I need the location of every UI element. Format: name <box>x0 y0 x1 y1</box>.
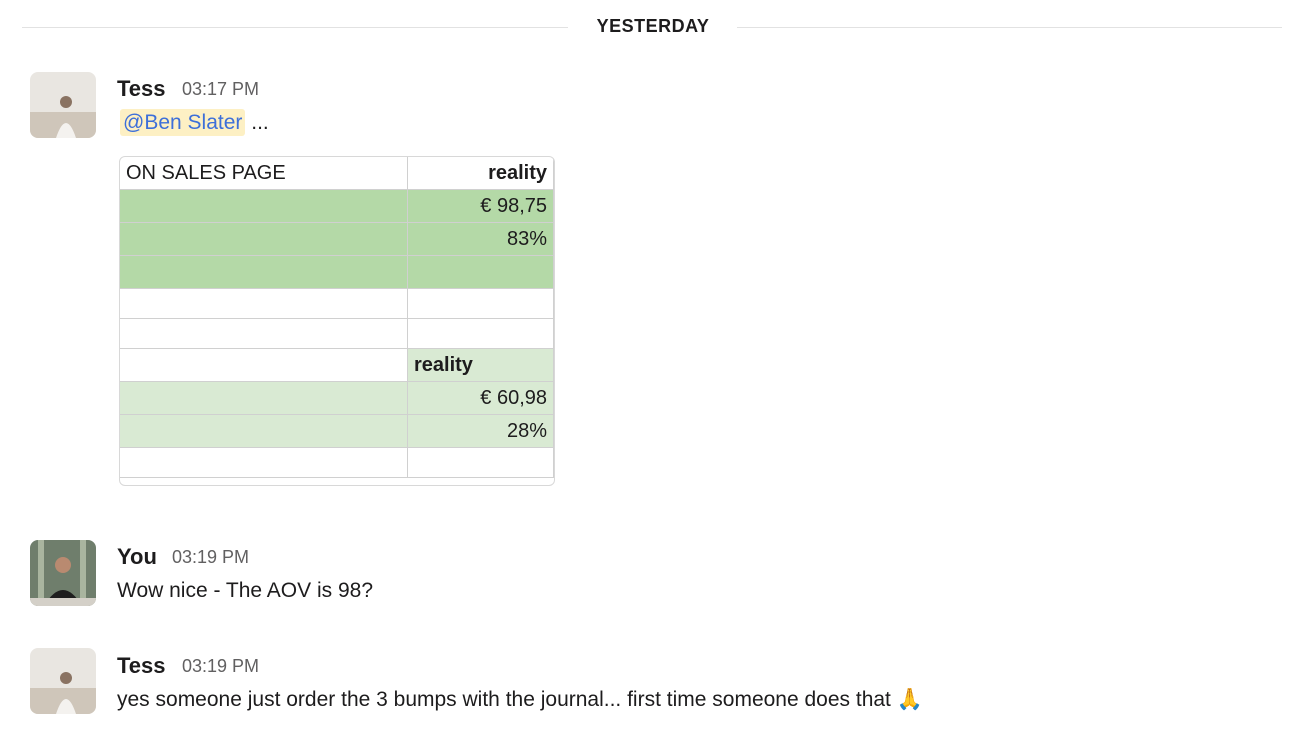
sheet-cell <box>408 256 554 289</box>
avatar[interactable] <box>30 72 96 138</box>
sheet-cell: reality <box>408 349 554 382</box>
author-name[interactable]: Tess <box>117 653 166 678</box>
sheet-cell <box>120 223 408 256</box>
sheet-text: reality <box>488 162 547 184</box>
avatar[interactable] <box>30 540 96 606</box>
sheet-text: € 98,75 <box>480 195 547 217</box>
sheet-cell <box>120 256 408 289</box>
author-name[interactable]: You <box>117 544 157 569</box>
message-text: Wow nice - The AOV is 98? <box>117 579 374 602</box>
avatar[interactable] <box>30 648 96 714</box>
message-text: yes someone just order the 3 bumps with … <box>117 688 923 711</box>
author-name[interactable]: Tess <box>117 76 166 101</box>
sheet-text: 83% <box>506 228 547 250</box>
message-text: @Ben Slater ... <box>120 109 269 136</box>
sheet-cell <box>120 415 408 448</box>
sheet-cell <box>120 382 408 415</box>
sheet-cell <box>120 448 408 478</box>
message-text: ... <box>251 111 269 134</box>
sheet-text: ON SALES PAGE <box>126 162 286 184</box>
sheet-cell: ON SALES PAGE <box>120 157 408 190</box>
sheet-cell: € 98,75 <box>408 190 554 223</box>
sheet-cell: 83% <box>408 223 554 256</box>
divider-line <box>22 27 568 28</box>
date-divider: YESTERDAY <box>596 16 710 36</box>
sheet-cell: reality <box>408 157 554 190</box>
timestamp: 03:19 PM <box>182 656 260 676</box>
sheet-cell <box>120 190 408 223</box>
sheet-cell: 28% <box>408 415 554 448</box>
sheet-cell <box>408 319 554 349</box>
timestamp: 03:19 PM <box>172 547 250 567</box>
sheet-cell <box>120 319 408 349</box>
timestamp: 03:17 PM <box>182 79 260 99</box>
sheet-cell <box>120 349 408 382</box>
mention[interactable]: @Ben Slater <box>120 109 246 136</box>
sheet-cell <box>408 289 554 319</box>
sheet-cell <box>408 448 554 478</box>
sheet-text: € 60,98 <box>480 387 547 409</box>
sheet-text: reality <box>414 354 473 376</box>
sheet-cell <box>120 289 408 319</box>
image-attachment[interactable]: ON SALES PAGE reality € 98,75 83% realit… <box>119 156 555 486</box>
sheet-cell: € 60,98 <box>408 382 554 415</box>
divider-line <box>737 27 1282 28</box>
sheet-text: 28% <box>506 420 547 442</box>
